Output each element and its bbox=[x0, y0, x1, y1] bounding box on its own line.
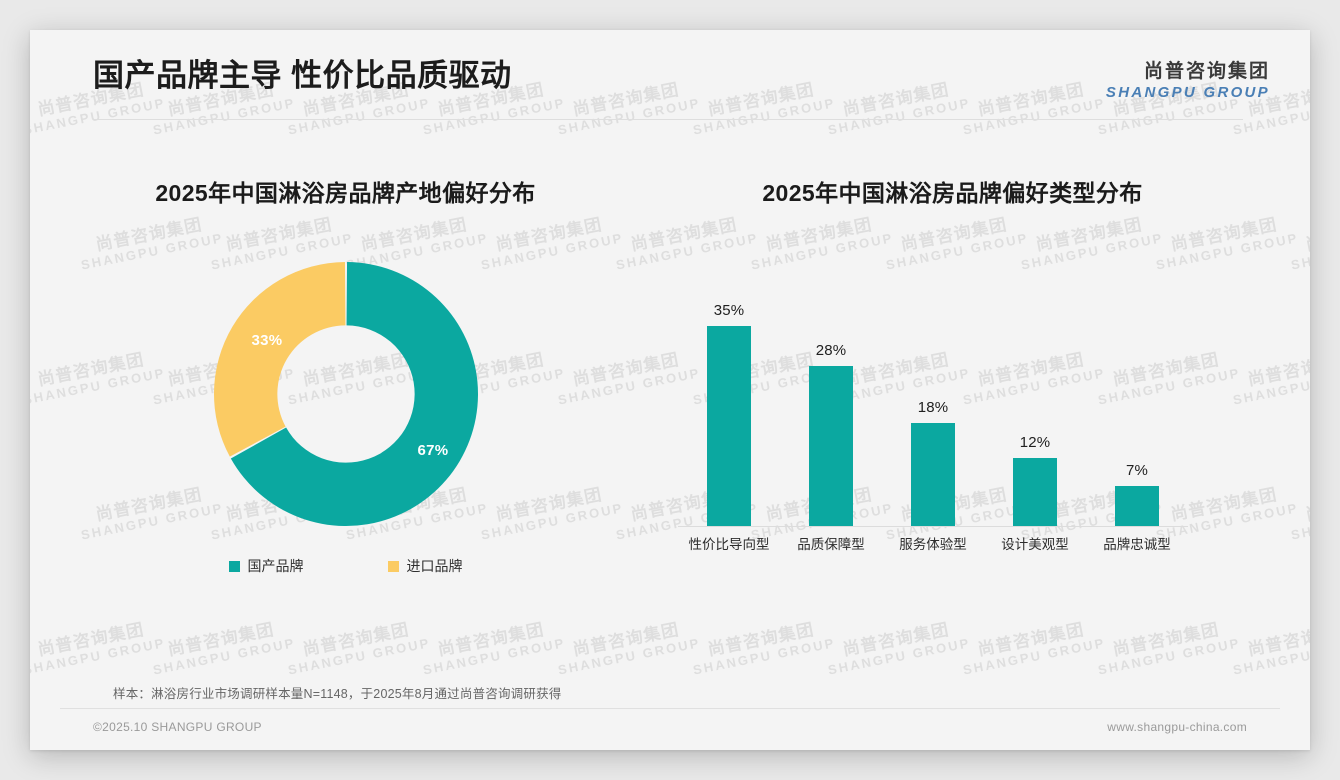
donut-slice-label-domestic: 67% bbox=[417, 442, 449, 459]
bar-plot-area: 35% 28% 18% 12% 7% bbox=[678, 256, 1198, 526]
donut-chart: 67% 33% bbox=[206, 254, 486, 534]
bar-chart-baseline-axis bbox=[678, 526, 1188, 527]
bar-chart-panel: 2025年中国淋浴房品牌偏好类型分布 35% 28% 18% 12% 7% 性价比导向型… bbox=[670, 126, 1255, 656]
slide-footer: ©2025.10 SHANGPU GROUP www.shangpu-china… bbox=[30, 714, 1310, 750]
page-title: 国产品牌主导 性价比品质驱动 bbox=[93, 58, 512, 93]
bar-chart-category-axis: 性价比导向型 品质保障型 服务体验型 设计美观型 品牌忠诚型 bbox=[678, 533, 1188, 563]
bar-column[interactable]: 12% bbox=[984, 256, 1086, 526]
bar-value-label: 35% bbox=[713, 302, 745, 319]
legend-swatch-teal bbox=[228, 560, 240, 572]
bar-value-label: 18% bbox=[917, 399, 949, 416]
footer-divider bbox=[60, 708, 1280, 709]
bar-value-label: 7% bbox=[1125, 462, 1149, 479]
donut-slice-label-imported: 33% bbox=[251, 332, 283, 349]
legend-label-domestic: 国产品牌 bbox=[247, 558, 304, 574]
bar-column[interactable]: 28% bbox=[780, 256, 882, 526]
copyright-text: ©2025.10 SHANGPU GROUP bbox=[93, 720, 262, 734]
bar-rect[interactable] bbox=[809, 366, 853, 526]
bar-category-label: 服务体验型 bbox=[899, 537, 967, 552]
logo-english-text: SHANGPU GROUP bbox=[1105, 83, 1270, 101]
content-area: 2025年中国淋浴房品牌产地偏好分布 67% 33% 国产品牌 进口品牌 bbox=[30, 126, 1310, 656]
source-footnote: 样本：淋浴房行业市场调研样本量N=1148，于2025年8月通过尚普咨询调研获得 bbox=[113, 687, 562, 701]
bar-rect[interactable] bbox=[707, 326, 751, 526]
legend-swatch-yellow bbox=[387, 560, 399, 572]
legend-item-domestic: 国产品牌 bbox=[228, 556, 304, 576]
bar-column[interactable]: 7% bbox=[1086, 256, 1188, 526]
bar-chart-title: 2025年中国淋浴房品牌偏好类型分布 bbox=[762, 180, 1143, 206]
bar-category-label: 设计美观型 bbox=[1001, 537, 1069, 552]
logo-chinese-text: 尚普咨询集团 bbox=[1143, 61, 1270, 82]
slide-header: 国产品牌主导 性价比品质驱动 尚普咨询集团 SHANGPU GROUP bbox=[30, 30, 1310, 120]
donut-chart-title: 2025年中国淋浴房品牌产地偏好分布 bbox=[155, 180, 536, 206]
donut-legend: 国产品牌 进口品牌 bbox=[93, 556, 638, 576]
bar-category-label: 性价比导向型 bbox=[688, 537, 770, 552]
header-divider bbox=[93, 119, 1243, 120]
bar-chart: 35% 28% 18% 12% 7% 性价比导向型 品质保障型 服务体验型 设计美观型 品牌忠诚… bbox=[678, 256, 1198, 566]
brand-logo: 尚普咨询集团 SHANGPU GROUP bbox=[1106, 60, 1270, 103]
bar-rect[interactable] bbox=[1115, 486, 1159, 526]
donut-chart-panel: 2025年中国淋浴房品牌产地偏好分布 67% 33% 国产品牌 进口品牌 bbox=[93, 126, 638, 656]
donut-chart-svg bbox=[213, 262, 478, 526]
bar-category-label: 品质保障型 bbox=[797, 537, 865, 552]
legend-label-imported: 进口品牌 bbox=[406, 558, 463, 574]
bar-column[interactable]: 35% bbox=[678, 256, 780, 526]
website-url[interactable]: www.shangpu-china.com bbox=[1107, 720, 1247, 734]
bar-category-label: 品牌忠诚型 bbox=[1103, 537, 1171, 552]
donut-slice-domestic bbox=[230, 262, 478, 526]
bar-rect[interactable] bbox=[1013, 458, 1057, 526]
legend-item-imported: 进口品牌 bbox=[387, 556, 463, 576]
slide-page: 尚普咨询集团 SHANGPU GROUP 尚普咨询集团 SHANGPU GROUP 尚普… bbox=[30, 30, 1310, 750]
bar-value-label: 12% bbox=[1019, 434, 1051, 451]
donut-slice-imported bbox=[213, 262, 345, 457]
bar-rect[interactable] bbox=[911, 423, 955, 526]
bar-column[interactable]: 18% bbox=[882, 256, 984, 526]
bar-value-label: 28% bbox=[815, 342, 847, 359]
